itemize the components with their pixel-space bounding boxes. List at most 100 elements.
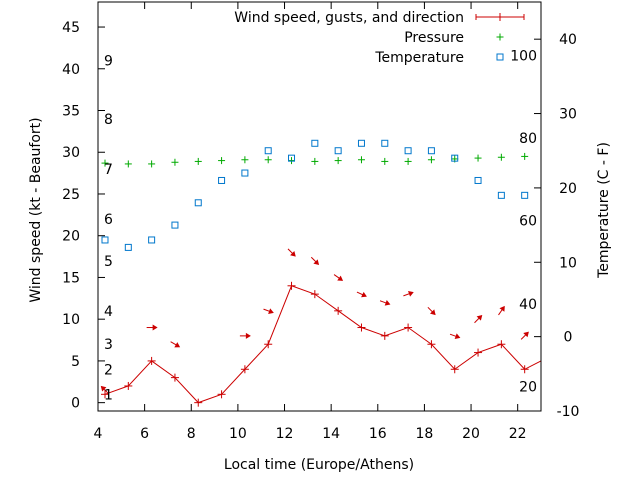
wind-direction-arrow <box>310 256 320 265</box>
y-tick-label: 15 <box>62 270 80 286</box>
arrow-head <box>476 314 483 321</box>
pressure-point <box>288 157 296 165</box>
x-tick-label: 12 <box>276 426 294 442</box>
pressure-point <box>357 156 365 164</box>
wind-direction-arrow <box>403 290 414 297</box>
arrow-head <box>430 309 436 316</box>
y-tick-label: 30 <box>62 145 80 161</box>
beaufort-label: 6 <box>104 212 113 228</box>
wind-direction-arrow <box>239 332 251 339</box>
wind-point <box>450 365 459 374</box>
pressure-point <box>427 156 435 164</box>
x-tick-label: 8 <box>187 426 196 442</box>
axis-labels: Local time (Europe/Athens) Wind speed (k… <box>28 117 612 473</box>
y2-tick-label: 20 <box>559 181 577 197</box>
temperature-point <box>427 147 435 155</box>
fahrenheit-label: 100 <box>510 49 537 65</box>
wind-direction-arrow <box>146 324 158 331</box>
pressure-point <box>241 156 249 164</box>
pressure-point <box>148 160 156 168</box>
pressure-point <box>404 157 412 165</box>
x-tick-label: 6 <box>140 426 149 442</box>
wind-point <box>147 356 156 365</box>
wind-direction-arrow <box>449 333 461 340</box>
arrow-head <box>100 385 107 392</box>
wind-direction-arrow <box>287 248 296 257</box>
y2-axis-label: Temperature (C - F) <box>596 142 612 279</box>
beaufort-label: 5 <box>104 254 113 270</box>
y-tick-label: 35 <box>62 104 80 120</box>
legend-swatch-marker <box>496 13 504 21</box>
temperature-point <box>497 191 505 199</box>
wind-point <box>264 340 273 349</box>
temperature-point <box>521 191 529 199</box>
temperature-point <box>264 147 272 155</box>
wind-point <box>194 398 203 407</box>
temperature-point <box>148 236 156 244</box>
pressure-point <box>311 157 319 165</box>
wind-direction-arrow <box>333 274 344 281</box>
axis-ticks: 4 6 8 10 12 14 16 18 20 22051015202530354045-1001… <box>62 2 579 442</box>
temperature-point <box>241 169 249 177</box>
beaufort-label: 8 <box>104 112 113 128</box>
wind-direction-arrow <box>520 331 529 340</box>
arrow-head <box>268 308 274 314</box>
y-tick-label: 45 <box>62 20 80 36</box>
arrow-head <box>290 250 296 257</box>
wind-point <box>170 373 179 382</box>
y2-tick-label: 30 <box>559 107 577 123</box>
wind-direction-arrow <box>263 308 274 314</box>
wind-direction-arrow <box>356 291 367 298</box>
x-tick-label: 22 <box>509 426 527 442</box>
beaufort-label: 7 <box>104 162 113 178</box>
pressure-point <box>474 154 482 162</box>
arrow-head <box>174 342 181 348</box>
fahrenheit-label: 20 <box>519 379 537 395</box>
beaufort-label: 1 <box>104 387 113 403</box>
x-tick-label: 16 <box>369 426 387 442</box>
y-tick-label: 20 <box>62 229 80 245</box>
temperature-point <box>381 139 389 147</box>
temperature-point <box>334 147 342 155</box>
arrow-head <box>245 332 251 339</box>
arrow-head <box>499 305 505 312</box>
wind-direction-arrow <box>170 341 181 348</box>
pressure-point <box>521 152 529 160</box>
wind-speed-line <box>104 285 542 404</box>
temperature-point <box>357 139 365 147</box>
legend-label: Wind speed, gusts, and direction <box>234 10 464 26</box>
arrow-head <box>408 290 414 297</box>
y-tick-label: 10 <box>62 312 80 328</box>
wind-direction-arrow <box>498 305 505 316</box>
arrow-head <box>523 331 529 338</box>
fahrenheit-label: 80 <box>519 131 537 147</box>
arrow-head <box>454 333 461 340</box>
wind-direction-arrow <box>427 306 436 316</box>
wind-point <box>520 365 529 374</box>
arrow-head <box>361 291 367 298</box>
legend-swatch-marker <box>496 33 504 41</box>
wind-point <box>334 306 343 315</box>
pressure-point <box>334 157 342 165</box>
wind-point <box>217 390 226 399</box>
x-tick-label: 10 <box>229 426 247 442</box>
y2-tick-label: 0 <box>564 330 573 346</box>
wind-point <box>357 323 366 332</box>
wind-point <box>404 323 413 332</box>
wind-point <box>310 290 319 299</box>
legend-label: Pressure <box>404 30 464 46</box>
y2-tick-label: -10 <box>557 404 580 420</box>
wind-point <box>287 281 296 290</box>
temperature-point <box>288 154 296 162</box>
temperature-point <box>124 243 132 251</box>
fahrenheit-label: 40 <box>519 297 537 313</box>
fahrenheit-label: 60 <box>519 214 537 230</box>
arrow-head <box>384 300 391 306</box>
temperature-point <box>101 236 109 244</box>
arrow-head <box>337 275 344 281</box>
plot-frame <box>97 1 542 412</box>
pressure-point <box>124 160 132 168</box>
temperature-point <box>451 154 459 162</box>
